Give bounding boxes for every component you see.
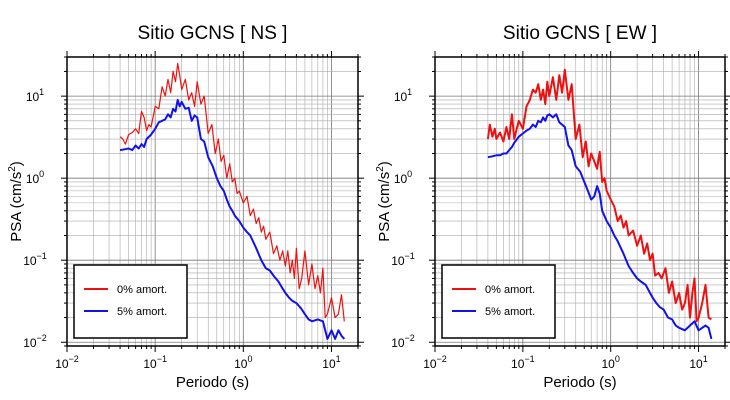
x-tick-label: 10−2 (423, 354, 447, 371)
series-line-5pct-ns (119, 98, 346, 340)
legend-label: 0% amort. (117, 284, 167, 296)
legend-box (441, 264, 556, 339)
x-tick-label: 100 (234, 354, 252, 371)
x-tick-label: 10−2 (55, 354, 79, 371)
legend-label: 5% amort. (485, 306, 535, 318)
chart-ew-panel: 10−2 10−1 100 101 10−2 10−1 100 101 Sitio GCNS [… (375, 23, 730, 391)
plot-frame-ns (66, 56, 359, 347)
y-tick-label: 100 (26, 169, 44, 186)
series-group-ew (486, 68, 713, 340)
y-tick-label: 10−1 (23, 251, 47, 268)
legend-ns: 0% amort. 5% amort. (73, 264, 188, 339)
legend-label: 0% amort. (485, 284, 535, 296)
legend-label: 5% amort. (117, 306, 167, 318)
plot-frame-ew (434, 56, 726, 347)
legend-ew: 0% amort. 5% amort. (441, 264, 556, 339)
series-group-ns (119, 62, 346, 340)
ticks-ew (429, 51, 730, 352)
y-tick-label: 100 (394, 169, 412, 186)
y-axis-label-ew: PSA (cm/s2) (375, 161, 393, 242)
series-line-5pct-ew (487, 113, 713, 340)
x-tick-label: 10−1 (143, 354, 167, 371)
x-axis-label-ew: Periodo (s) (543, 374, 616, 391)
legend-box (73, 264, 188, 339)
x-tick-label: 100 (602, 354, 620, 371)
series-line-0pct-ns (119, 62, 345, 322)
y-tick-label: 101 (394, 87, 412, 104)
y-tick-label: 10−2 (391, 333, 415, 350)
x-tick-label: 101 (689, 354, 707, 371)
chart-ns-panel: 10−2 10−1 100 101 10−2 10−1 100 101 Sitio GCNS [… (7, 23, 364, 391)
y-tick-label: 10−2 (23, 333, 47, 350)
grid-ns (67, 57, 358, 347)
chart-title-ew: Sitio GCNS [ EW ] (503, 23, 657, 44)
ticks-ns (61, 51, 364, 352)
chart-title-ns: Sitio GCNS [ NS ] (138, 23, 288, 44)
x-tick-label: 101 (322, 354, 340, 371)
y-tick-label: 101 (26, 87, 44, 104)
y-axis-label-ns: PSA (cm/s2) (7, 161, 25, 242)
x-tick-label: 10−1 (511, 354, 535, 371)
y-tick-label: 10−1 (391, 251, 415, 268)
x-axis-label-ns: Periodo (s) (176, 374, 249, 391)
series-line-0pct-ew (486, 68, 712, 323)
